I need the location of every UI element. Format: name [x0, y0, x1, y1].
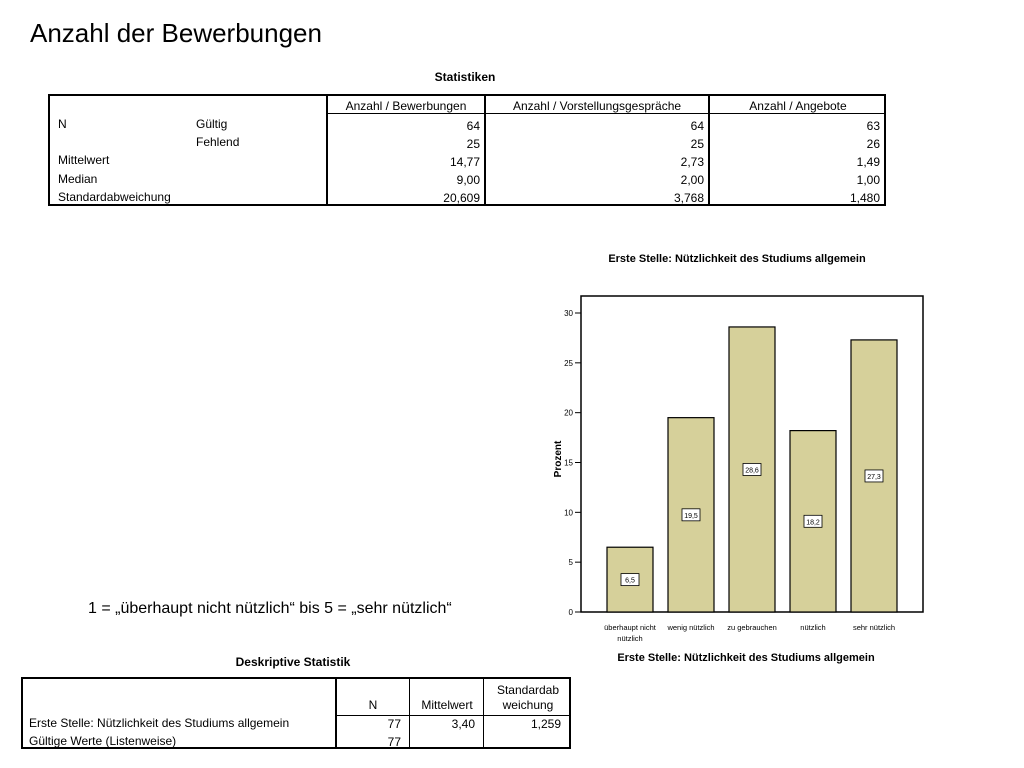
desc-divider-col1 [409, 679, 410, 747]
desc-header-n: N [368, 698, 378, 712]
desc-table-caption: Deskriptive Statistik [235, 655, 351, 669]
desc-cell: 77 [387, 717, 401, 731]
stats-divider-label [326, 96, 328, 204]
stats-cell: 1,49 [856, 155, 880, 169]
stats-row-sublabel: Fehlend [196, 135, 240, 149]
x-category-label: nützlich [800, 623, 825, 632]
x-category-label: überhaupt nicht [604, 623, 657, 632]
bar-value-label: 6,5 [625, 578, 635, 585]
y-tick-label: 10 [564, 508, 573, 517]
scale-note: 1 = „überhaupt nicht nützlich“ bis 5 = „… [88, 600, 452, 617]
stats-row-label: Median [58, 172, 98, 186]
stats-row-label: Standardabweichung [58, 190, 171, 204]
stats-cell: 1,00 [856, 173, 880, 187]
page-title: Anzahl der Bewerbungen [30, 18, 322, 48]
stats-header-col3: Anzahl / Angebote [749, 99, 847, 113]
stats-cell: 14,77 [449, 155, 480, 169]
bar-value-label: 18,2 [806, 519, 820, 526]
stats-header-col1: Anzahl / Bewerbungen [345, 99, 467, 113]
stats-cell: 64 [690, 119, 704, 133]
desc-cell: 3,40 [451, 717, 475, 731]
stats-divider-col2 [708, 96, 710, 204]
bar-value-box [681, 508, 701, 522]
stats-cell: 26 [866, 137, 880, 151]
stats-cell: 20,609 [443, 191, 480, 205]
y-axis-label: Prozent [553, 440, 564, 477]
desc-header-sd-line2: weichung [502, 698, 554, 712]
x-category-label: zu gebrauchen [727, 623, 777, 632]
chart-title: Erste Stelle: Nützlichkeit des Studiums … [608, 253, 866, 265]
x-axis-label: Erste Stelle: Nützlichkeit des Studiums … [617, 652, 875, 664]
desc-cell: 1,259 [530, 717, 561, 731]
stats-cell: 63 [866, 119, 880, 133]
bar-chart-svg: Erste Stelle: Nützlichkeit des Studiums … [553, 253, 924, 664]
stats-cell: 25 [690, 137, 704, 151]
desc-header-sd-line1: Standardab [496, 683, 560, 697]
y-tick-label: 20 [564, 409, 573, 418]
stats-header-col2: Anzahl / Vorstellungsgespräche [512, 99, 682, 113]
stats-cell: 64 [466, 119, 480, 133]
y-tick-label: 30 [564, 309, 573, 318]
bars: 6,5 19,5 28,6 18,2 27,3 [606, 326, 898, 613]
bar-chart: Erste Stelle: Nützlichkeit des Studiums … [540, 248, 940, 668]
desc-divider-col2 [483, 679, 484, 747]
desc-cell: 77 [387, 735, 401, 749]
stats-cell: 2,00 [680, 173, 704, 187]
desc-divider-label [335, 679, 337, 747]
y-tick-label: 15 [564, 459, 573, 468]
stats-cell: 1,480 [849, 191, 880, 205]
bar-value-label: 27,3 [867, 474, 881, 481]
stats-row-sublabel: Gültig [196, 117, 228, 131]
x-axis-labels: überhaupt nicht nützlich wenig nützlich zu … [604, 623, 895, 643]
stats-header-rule [328, 113, 884, 114]
stats-table-caption: Statistiken [434, 70, 496, 84]
desc-header-rule [337, 715, 569, 716]
y-tick-label: 25 [564, 359, 573, 368]
y-axis: 0 5 10 15 20 25 30 [564, 309, 581, 617]
stats-table: Anzahl / Bewerbungen Anzahl / Vorstellun… [48, 94, 886, 206]
stats-cell: 25 [466, 137, 480, 151]
stats-row-label: Mittelwert [58, 153, 110, 167]
stats-cell: 3,768 [673, 191, 704, 205]
stats-divider-col1 [484, 96, 486, 204]
y-tick-label: 0 [569, 608, 574, 617]
bar-value-box [864, 469, 884, 483]
x-category-label: nützlich [617, 634, 642, 643]
stats-cell: 2,73 [680, 155, 704, 169]
desc-header-mean: Mittelwert [421, 698, 473, 712]
stats-row-label: N [58, 117, 67, 131]
desc-table: N Mittelwert Standardab weichung Erste S… [21, 677, 571, 749]
bar-value-box [742, 463, 762, 476]
desc-row-label: Erste Stelle: Nützlichkeit des Studiums … [29, 716, 290, 730]
bar-value-box [620, 573, 640, 587]
bar-value-box [803, 514, 823, 528]
bar-value-label: 28,6 [745, 467, 759, 474]
stats-cell: 9,00 [456, 173, 480, 187]
y-tick-label: 5 [569, 558, 574, 567]
x-category-label: sehr nützlich [853, 623, 895, 632]
x-category-label: wenig nützlich [666, 623, 714, 632]
bar-value-label: 19,5 [684, 513, 698, 520]
desc-row-label: Gültige Werte (Listenweise) [29, 734, 177, 748]
